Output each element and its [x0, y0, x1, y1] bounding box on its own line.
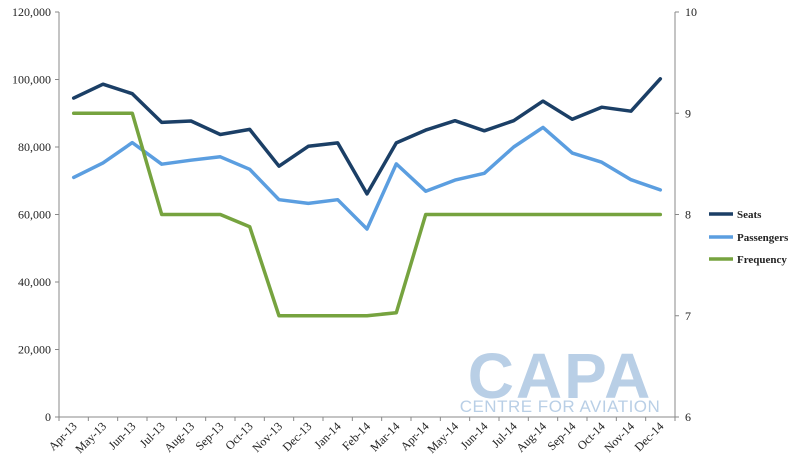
- y-tick-label: 40,000: [18, 275, 51, 289]
- x-tick-label: Nov-14: [601, 419, 637, 455]
- y-tick-label: 100,000: [12, 73, 51, 87]
- x-tick-label: Sep-13: [193, 419, 227, 453]
- y-tick-label: 80,000: [18, 140, 51, 154]
- x-tick-label: Jan-14: [311, 419, 344, 452]
- y-tick-label: 20,000: [18, 343, 51, 357]
- x-tick-label: Dec-13: [280, 419, 315, 454]
- series-line-frequency: [71, 111, 663, 318]
- watermark-brand: CAPA: [468, 340, 653, 412]
- x-tick-label: Mar-14: [367, 419, 402, 454]
- series-line-passengers: [71, 125, 663, 231]
- x-tick-label: Aug-14: [513, 419, 549, 455]
- legend-label-seats: Seats: [737, 209, 762, 221]
- y2-tick-label: 10: [685, 5, 697, 19]
- legend: Seats Passengers Frequency: [709, 209, 789, 266]
- series-layer: [71, 77, 663, 318]
- x-tick-label: Dec-14: [632, 419, 667, 454]
- x-tick-label: May-13: [72, 419, 109, 456]
- capa-watermark: CAPA CENTRE FOR AVIATION: [460, 340, 661, 416]
- x-tick-label: May-14: [424, 419, 461, 456]
- y2-tick-label: 8: [685, 208, 691, 222]
- y-tick-label: 0: [45, 410, 51, 424]
- x-tick-label: Nov-13: [249, 419, 285, 455]
- y2-tick-label: 6: [685, 410, 691, 424]
- x-tick-label: Aug-13: [161, 419, 197, 455]
- watermark-tagline: CENTRE FOR AVIATION: [460, 397, 661, 416]
- x-tick-label: Jun-13: [105, 419, 138, 452]
- y2-tick-label: 9: [685, 106, 691, 120]
- legend-label-frequency: Frequency: [737, 254, 787, 266]
- y2-tick-label: 7: [685, 309, 691, 323]
- y-tick-label: 120,000: [12, 5, 51, 19]
- y-tick-label: 60,000: [18, 208, 51, 222]
- series-line-seats: [71, 77, 663, 196]
- x-tick-label: Jun-14: [457, 419, 490, 452]
- legend-label-passengers: Passengers: [737, 232, 789, 244]
- x-tick-label: Feb-14: [339, 419, 373, 453]
- x-tick-label: Sep-14: [545, 419, 579, 453]
